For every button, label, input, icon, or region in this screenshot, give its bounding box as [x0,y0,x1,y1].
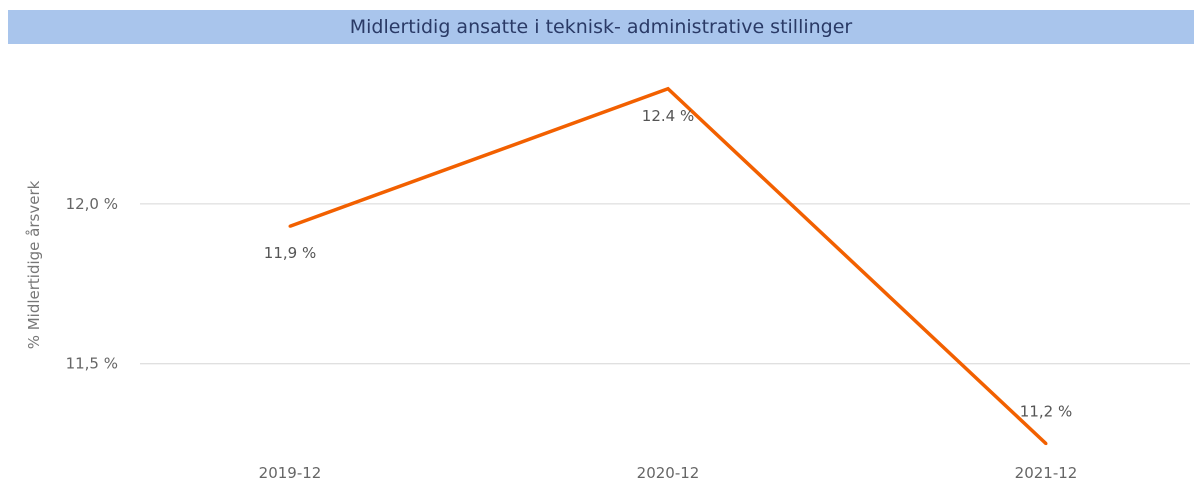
y-tick-label-1: 11,5 % [66,355,118,373]
gridlines [140,203,1190,365]
y-axis-ticks: 12,0 % 11,5 % [66,195,118,373]
data-labels: 11,9 % 12.4 % 11,2 % [264,107,1072,421]
data-label-1: 12.4 % [642,107,694,125]
data-label-2: 11,2 % [1020,403,1072,421]
chart-title-bar: Midlertidig ansatte i teknisk- administr… [8,10,1194,44]
y-tick-label-0: 12,0 % [66,195,118,213]
series-layer [288,86,1048,446]
series-line-0 [289,86,1048,445]
x-tick-label-2: 2021-12 [1015,464,1078,482]
y-axis-label: % Midlertidige årsverk [25,180,43,349]
data-label-0: 11,9 % [264,244,316,262]
data-point-1 [666,87,670,91]
data-point-2 [1044,442,1048,446]
x-tick-label-0: 2019-12 [259,464,322,482]
chart-title: Midlertidig ansatte i teknisk- administr… [349,16,853,38]
x-axis-ticks: 2019-12 2020-12 2021-12 [259,464,1078,482]
data-point-0 [288,224,292,228]
x-tick-label-1: 2020-12 [637,464,700,482]
